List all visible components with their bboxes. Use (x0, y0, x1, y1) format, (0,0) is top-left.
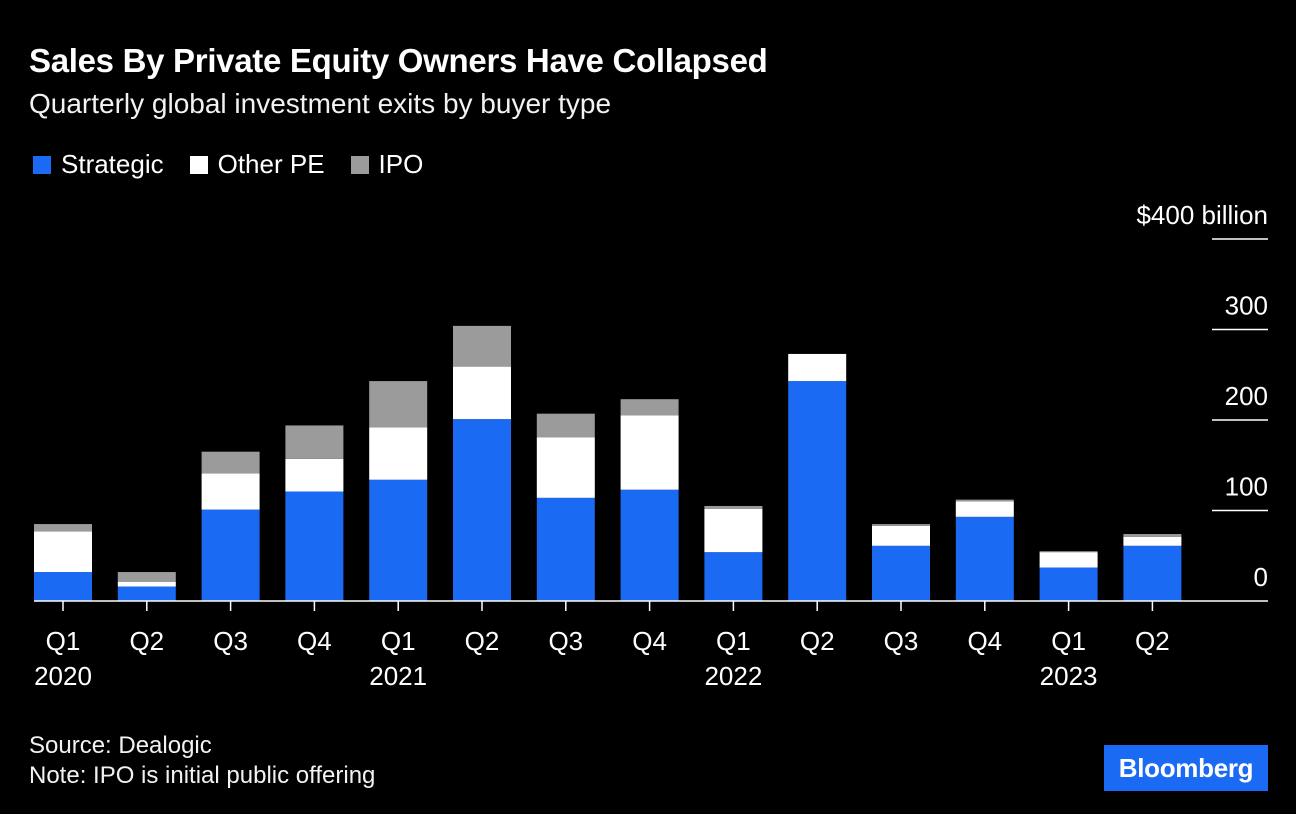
chart-subtitle: Quarterly global investment exits by buy… (29, 88, 612, 119)
bar-segment-other-pe (117, 581, 176, 587)
footer: Source: Dealogic Note: IPO is initial pu… (29, 731, 375, 791)
bar-segment-other-pe (369, 427, 428, 480)
bar-segment-other-pe (201, 473, 260, 510)
bar-segment-ipo (955, 499, 1014, 502)
legend-swatch-ipo (350, 155, 369, 174)
x-tick-label-year: 2021 (369, 661, 427, 691)
bar-segment-strategic (704, 552, 763, 601)
y-tick-label: 200 (1225, 381, 1268, 411)
x-tick-label-quarter: Q2 (129, 626, 164, 656)
legend-label-other-pe: Other PE (217, 149, 325, 179)
x-tick-label-quarter: Q4 (632, 626, 667, 656)
x-tick-label-quarter: Q4 (967, 626, 1002, 656)
bar-segment-strategic (1123, 545, 1182, 601)
x-tick-label-quarter: Q1 (381, 626, 416, 656)
bar-segment-strategic (34, 572, 92, 601)
bar-segment-other-pe (453, 366, 511, 420)
bar-segment-other-pe (34, 531, 92, 573)
source-note: Source: Dealogic (29, 732, 212, 759)
x-tick-label-quarter: Q2 (800, 626, 835, 656)
bar-segment-ipo (369, 381, 428, 428)
y-tick-label: 300 (1225, 291, 1268, 321)
legend-item-other-pe: Other PE (189, 149, 325, 180)
bar-segment-ipo (704, 505, 763, 509)
legend: Strategic Other PE IPO (33, 149, 449, 180)
bar-segment-ipo (285, 425, 344, 459)
x-tick-label-quarter: Q3 (213, 626, 248, 656)
x-tick-label-year: 2022 (704, 661, 762, 691)
bar-segment-strategic (369, 479, 428, 601)
bar-segment-ipo (1123, 534, 1182, 537)
x-tick-label-quarter: Q3 (884, 626, 919, 656)
legend-label-ipo: IPO (378, 149, 424, 179)
bar-segment-other-pe (955, 501, 1014, 517)
bloomberg-logo: Bloomberg (1104, 745, 1268, 791)
x-tick-label-year: 2023 (1040, 661, 1098, 691)
bar-segment-ipo (536, 413, 595, 438)
bar-segment-strategic (453, 419, 511, 601)
x-tick-label-quarter: Q2 (465, 626, 500, 656)
x-tick-label-year: 2020 (34, 661, 92, 691)
bar-segment-other-pe (1123, 536, 1182, 546)
bar-segment-strategic (201, 509, 260, 601)
bar-segment-strategic (1039, 567, 1098, 601)
bar-segment-ipo (872, 524, 930, 526)
bar-segment-other-pe (285, 458, 344, 492)
bar-segment-strategic (285, 491, 344, 601)
bar-segment-ipo (201, 451, 260, 474)
bar-segment-other-pe (704, 508, 763, 553)
bar-segment-other-pe (788, 353, 847, 382)
x-tick-label-quarter: Q3 (548, 626, 583, 656)
y-tick-label: $400 billion (1136, 200, 1268, 230)
x-tick-label-quarter: Q1 (1051, 626, 1086, 656)
bar-segment-other-pe (872, 525, 930, 546)
x-tick-label-quarter: Q4 (297, 626, 332, 656)
x-tick-label-quarter: Q1 (46, 626, 81, 656)
bar-segment-strategic (117, 586, 176, 601)
bar-segment-strategic (955, 516, 1014, 601)
bar-segment-strategic (788, 381, 847, 601)
x-tick-label-quarter: Q1 (716, 626, 751, 656)
bar-segment-ipo (117, 572, 176, 582)
legend-swatch-strategic (33, 155, 51, 174)
bar-segment-strategic (872, 545, 930, 601)
bar-segment-ipo (1039, 551, 1098, 553)
bar-segment-ipo (453, 325, 511, 367)
bar-segment-other-pe (620, 415, 679, 490)
y-tick-label: 0 (1254, 562, 1268, 592)
x-tick-label-quarter: Q2 (1135, 626, 1170, 656)
legend-item-ipo: IPO (350, 149, 424, 180)
y-tick-label: 100 (1225, 472, 1268, 502)
legend-label-strategic: Strategic (61, 149, 164, 179)
bar-segment-strategic (536, 497, 595, 601)
bar-segment-other-pe (1039, 552, 1098, 568)
bar-segment-strategic (620, 489, 679, 601)
bar-segment-other-pe (536, 437, 595, 498)
ipo-note: Note: IPO is initial public offering (29, 762, 376, 789)
chart-title: Sales By Private Equity Owners Have Coll… (29, 42, 768, 79)
legend-swatch-other-pe (189, 155, 208, 174)
bar-segment-ipo (620, 399, 679, 416)
legend-item-strategic: Strategic (33, 149, 164, 180)
bar-segment-ipo (34, 524, 92, 532)
